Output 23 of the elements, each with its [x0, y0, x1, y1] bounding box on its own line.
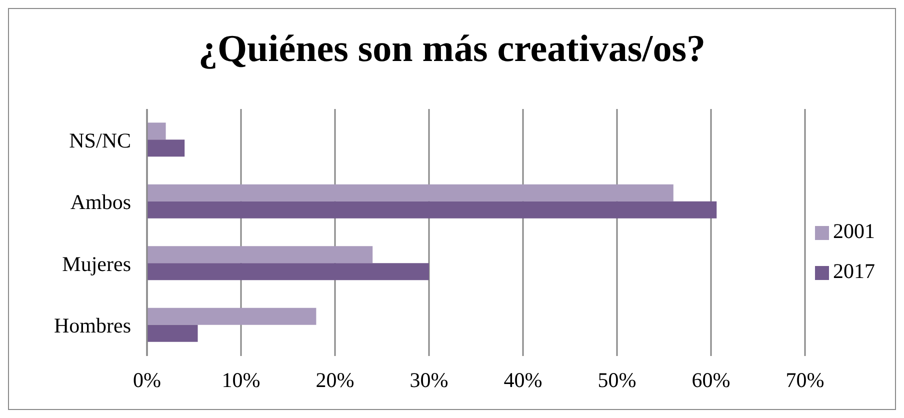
- x-tick-label: 30%: [410, 368, 448, 392]
- x-tick-label: 50%: [598, 368, 636, 392]
- bar: [147, 263, 429, 280]
- bar: [147, 122, 166, 140]
- bar: [147, 246, 373, 264]
- bar: [147, 308, 316, 325]
- y-tick-label: Ambos: [70, 190, 131, 214]
- x-tick-label: 0%: [133, 368, 161, 392]
- x-tick-label: 40%: [504, 368, 542, 392]
- x-tick-label: 60%: [692, 368, 730, 392]
- x-tick-label: 70%: [786, 368, 824, 392]
- bar: [147, 324, 198, 342]
- x-tick-label: 20%: [316, 368, 354, 392]
- legend-label: 2001: [833, 219, 875, 243]
- y-tick-label: Mujeres: [62, 252, 131, 276]
- bar: [147, 140, 185, 157]
- chart-title: ¿Quiénes son más creativas/os?: [197, 27, 707, 71]
- y-tick-label: Hombres: [54, 314, 131, 338]
- x-tick-label: 10%: [222, 368, 260, 392]
- legend-label: 2017: [833, 259, 875, 283]
- y-tick-label: NS/NC: [69, 128, 131, 152]
- bar: [147, 201, 717, 218]
- bar: [147, 184, 674, 202]
